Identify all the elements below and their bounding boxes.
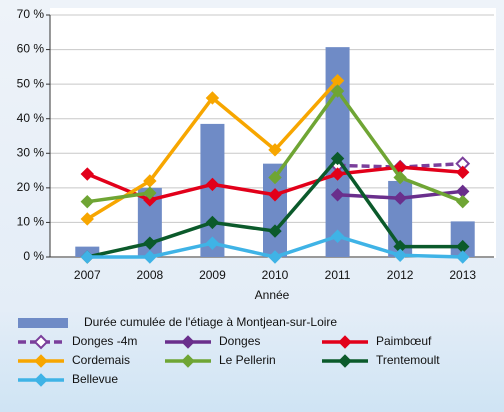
legend-marker	[34, 354, 48, 368]
y-tick-label: 10 %	[17, 215, 45, 229]
marker	[268, 224, 282, 238]
marker	[330, 84, 345, 98]
marker	[330, 229, 345, 243]
marker	[143, 186, 157, 200]
marker	[143, 236, 157, 250]
x-tick-label: 2011	[325, 268, 351, 282]
x-tick-label: 2010	[262, 268, 289, 282]
legend-label: Trentemoult	[376, 353, 440, 367]
y-tick-label: 40 %	[17, 111, 45, 125]
line	[87, 191, 151, 204]
marker	[143, 193, 157, 207]
marker	[80, 212, 94, 226]
marker	[268, 143, 282, 157]
marker	[205, 215, 220, 230]
marker	[393, 248, 407, 262]
legend-marker	[338, 335, 352, 349]
legend-marker	[33, 334, 49, 350]
marker	[80, 194, 94, 209]
marker	[205, 177, 220, 192]
y-tick-label: 50 %	[17, 76, 45, 90]
x-tick-label: 2012	[387, 268, 414, 282]
marker	[268, 170, 282, 185]
legend-label: Cordemais	[72, 353, 130, 367]
legend-marker	[181, 335, 195, 349]
legend-marker	[181, 354, 195, 368]
marker	[456, 194, 470, 209]
marker	[80, 250, 94, 264]
legend-label: Donges	[219, 334, 260, 348]
marker	[143, 250, 157, 264]
y-tick-label: 60 %	[17, 42, 45, 56]
legend-label: Le Pellerin	[219, 353, 276, 367]
marker	[330, 188, 345, 202]
legend-label: Durée cumulée de l'étiage à Montjean-sur…	[84, 315, 337, 329]
marker	[330, 167, 345, 181]
marker	[393, 191, 407, 205]
x-tick-label: 2008	[137, 268, 164, 282]
marker	[205, 236, 220, 250]
legend-label: Donges -4m	[72, 334, 137, 348]
marker	[268, 188, 282, 202]
marker	[456, 165, 470, 180]
x-tick-label: 2013	[449, 268, 476, 282]
marker	[456, 250, 470, 264]
legend-marker	[34, 373, 48, 387]
line	[273, 89, 464, 204]
marker	[205, 91, 220, 105]
marker	[393, 170, 407, 185]
x-axis-label: Année	[255, 288, 290, 302]
legend-swatch	[18, 318, 68, 328]
marker	[80, 167, 94, 181]
legend-marker	[338, 354, 352, 368]
x-tick-label: 2007	[74, 268, 101, 282]
legend-label: Bellevue	[72, 372, 118, 386]
legend-label: Paimbœuf	[376, 334, 432, 348]
y-tick-label: 0 %	[23, 249, 44, 263]
marker	[268, 250, 282, 264]
x-tick-label: 2009	[199, 268, 226, 282]
y-tick-label: 70 %	[17, 7, 45, 21]
y-tick-label: 30 %	[17, 145, 45, 159]
marker	[330, 151, 345, 166]
y-tick-label: 20 %	[17, 180, 45, 194]
